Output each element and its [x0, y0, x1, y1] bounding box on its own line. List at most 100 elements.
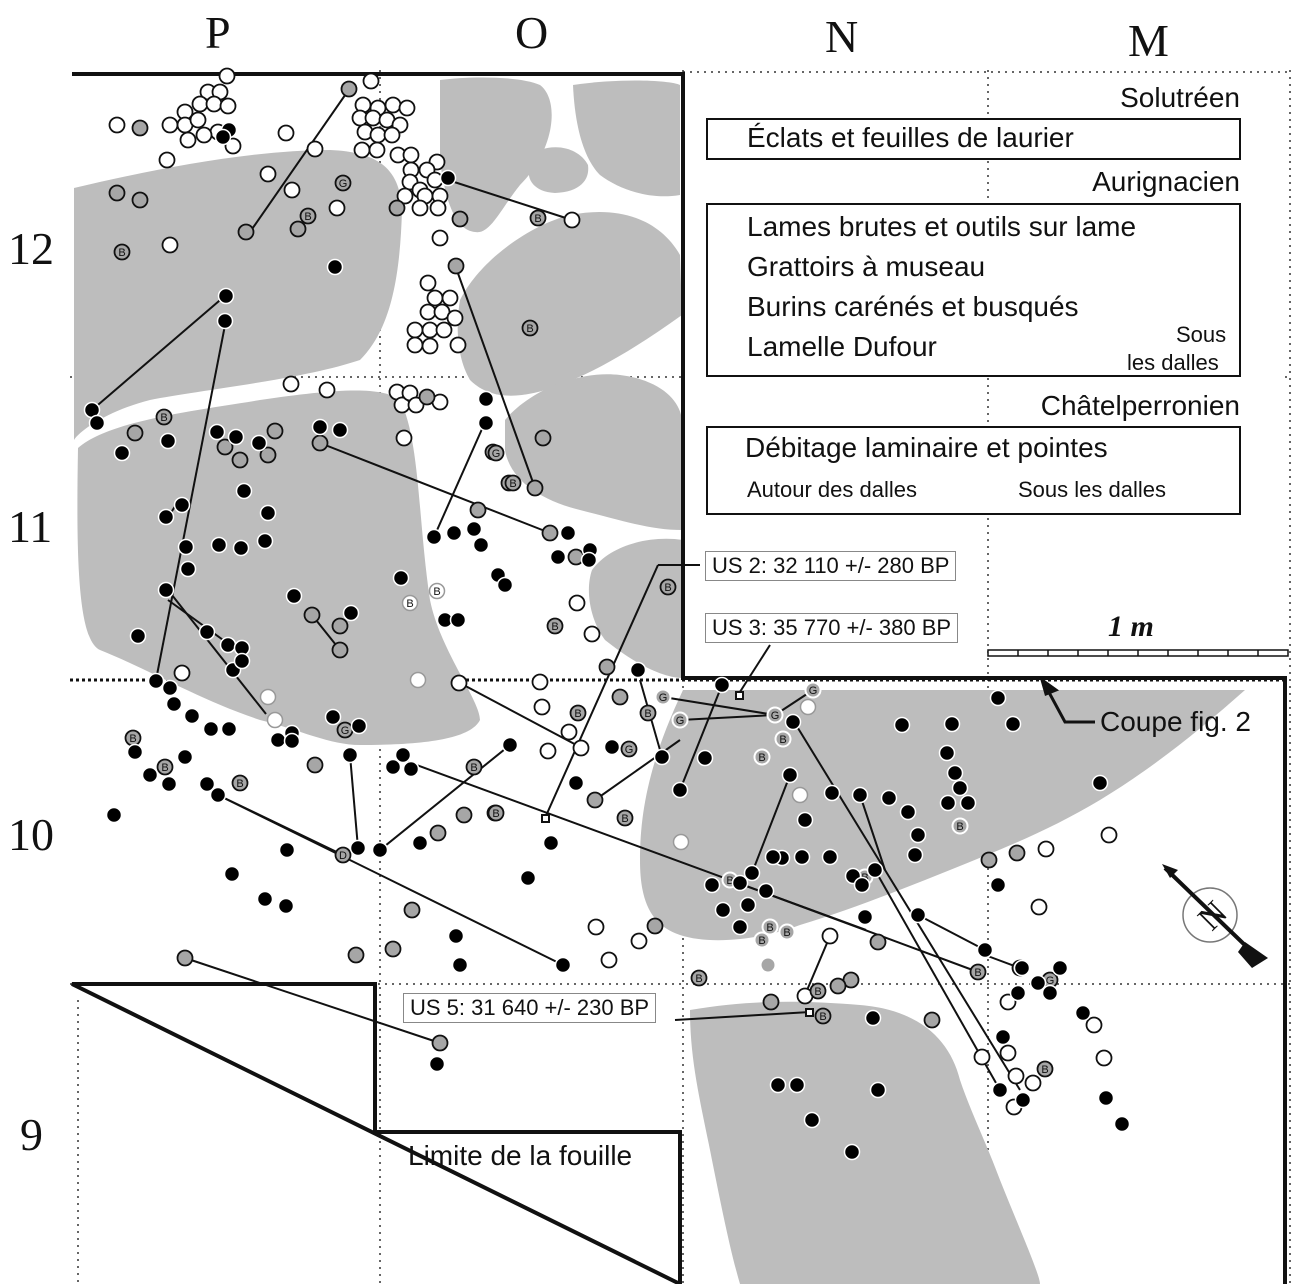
artifact-point: [803, 1111, 821, 1129]
section-label: Coupe fig. 2: [1100, 706, 1251, 737]
artifact-point: [1024, 1074, 1042, 1092]
artifact-point: [231, 774, 249, 792]
artifact-point: [342, 604, 360, 622]
artifact-point: [160, 775, 178, 793]
artifact-point: [259, 688, 277, 706]
artifact-point: [233, 652, 251, 670]
artifact-point: [237, 223, 255, 241]
artifact-point: [383, 126, 401, 144]
scale-bar: [987, 649, 1289, 657]
artifact-letter: G: [1046, 975, 1055, 987]
artifact-letter: B: [1041, 1064, 1048, 1076]
artifact-point: [108, 116, 126, 134]
artifact-point: [256, 890, 274, 908]
artifact-point: [368, 141, 386, 159]
artifact-point: [653, 748, 671, 766]
artifact-point: [519, 869, 537, 887]
artifact-point: [1041, 984, 1059, 1002]
artifact-point: [620, 740, 638, 758]
artifact-point: [753, 931, 771, 949]
artifact-point: [402, 760, 420, 778]
artifact-point: [769, 1076, 787, 1094]
artifact-point: [277, 897, 295, 915]
artifact-point: [446, 309, 464, 327]
artifact-point: [289, 220, 307, 238]
artifact-point: [761, 918, 779, 936]
artifact-point: [1085, 1016, 1103, 1034]
excavation-limit: [71, 72, 1287, 1284]
artifact-point: [739, 896, 757, 914]
artifact-point: [529, 209, 547, 227]
artifact-point: [447, 257, 465, 275]
artifact-point: [131, 119, 149, 137]
artifact-letter: G: [809, 685, 818, 697]
artifact-point: [980, 851, 998, 869]
artifact-point: [371, 841, 389, 859]
artifact-point: [791, 786, 809, 804]
legend-box-aurignacien: [706, 203, 1241, 377]
legend-item-lamelle: Lamelle Dufour: [747, 331, 937, 362]
artifact-point: [549, 548, 567, 566]
artifact-point: [762, 993, 780, 1011]
artifact-point: [539, 742, 557, 760]
date-connectors: [541, 564, 814, 1017]
legend-under-slabs-1: Sous: [1176, 322, 1227, 347]
artifact-point: [1009, 984, 1027, 1002]
artifact-point: [220, 720, 238, 738]
artifact-point: [285, 587, 303, 605]
artifact-point: [753, 748, 771, 766]
artifact-point: [639, 704, 657, 722]
artifact-point: [396, 187, 414, 205]
artifact-point: [764, 848, 782, 866]
artifact-point: [349, 839, 367, 857]
artifact-point: [318, 381, 336, 399]
artifact-letter: B: [470, 762, 477, 774]
artifact-point: [823, 784, 841, 802]
row-label-9: 9: [20, 1109, 43, 1160]
artifact-point: [209, 786, 227, 804]
artifact-point: [1007, 1067, 1025, 1085]
artifact-point: [600, 951, 618, 969]
artifact-point: [445, 524, 463, 542]
artifact-point: [788, 1076, 806, 1094]
artifact-point: [1037, 840, 1055, 858]
artifact-letter: B: [160, 412, 167, 424]
artifact-point: [218, 67, 236, 85]
artifact-point: [256, 532, 274, 550]
artifact-point: [1030, 898, 1048, 916]
artifact-point: [331, 641, 349, 659]
artifact-point: [766, 706, 784, 724]
artifact-letter: B: [574, 708, 581, 720]
artifact-point: [469, 501, 487, 519]
artifact-letter: B: [304, 211, 311, 223]
section-arrow: [1039, 676, 1095, 724]
artifact-point: [778, 923, 796, 941]
artifact-point: [781, 766, 799, 784]
artifact-point: [324, 708, 342, 726]
legend-item-lames: Lames brutes et outils sur lame: [747, 211, 1137, 242]
artifact-point: [616, 809, 634, 827]
artifact-point: [455, 806, 473, 824]
row-label-12: 12: [8, 223, 54, 274]
artifact-point: [449, 611, 467, 629]
artifact-point: [428, 1055, 446, 1073]
artifact-point: [504, 474, 522, 492]
artifact-point: [326, 258, 344, 276]
artifact-point: [311, 418, 329, 436]
artifact-point: [703, 876, 721, 894]
legend-box-solutreen: [706, 118, 1241, 160]
artifact-point: [340, 80, 358, 98]
artifact-point: [1014, 1091, 1032, 1109]
artifact-point: [161, 679, 179, 697]
artifact-point: [353, 141, 371, 159]
artifact-point: [714, 901, 732, 919]
artifact-point: [991, 1081, 1009, 1099]
artifact-point: [851, 786, 869, 804]
artifact-point: [999, 1044, 1017, 1062]
artifact-point: [411, 199, 429, 217]
artifact-point: [131, 191, 149, 209]
artifact-point: [165, 695, 183, 713]
slab-7: [505, 374, 682, 530]
artifact-point: [435, 321, 453, 339]
column-label-n: N: [825, 11, 859, 62]
